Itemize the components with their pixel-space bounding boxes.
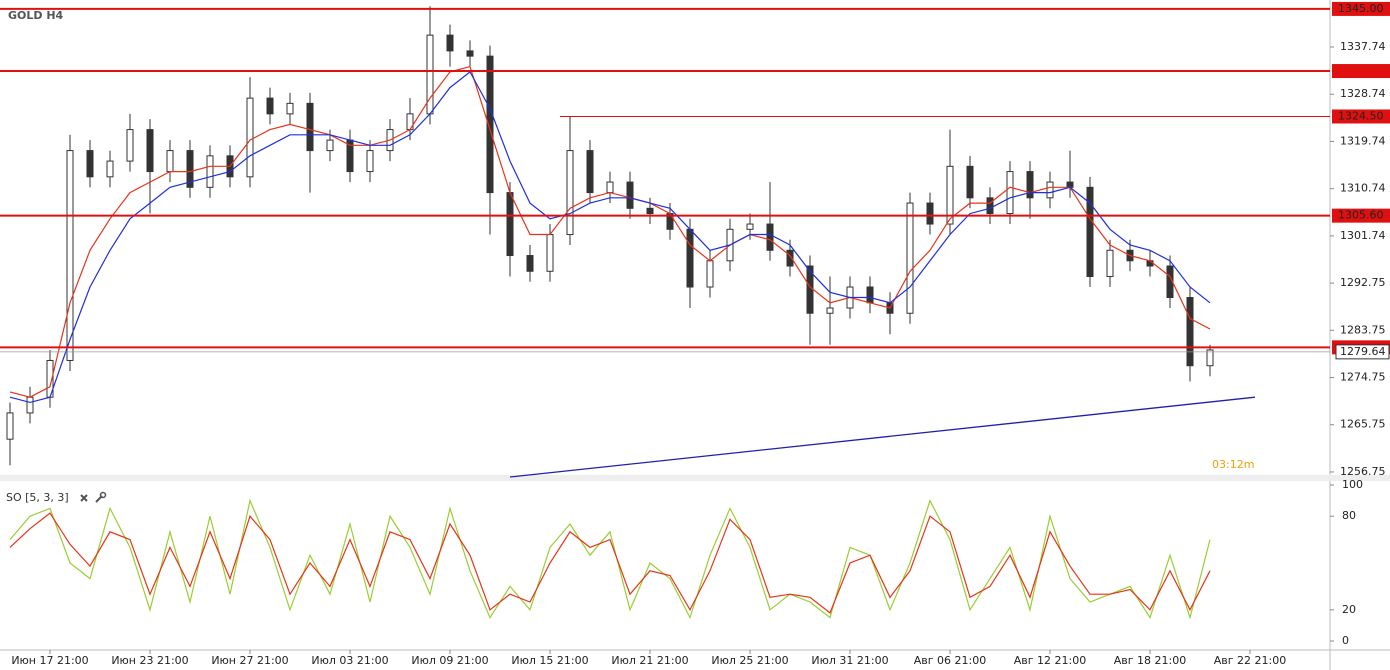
candle-body <box>946 165 954 225</box>
trend-line <box>509 396 1256 478</box>
x-tick-label: Июн 27 21:00 <box>211 654 288 667</box>
moving-average <box>9 70 1211 404</box>
candle-body <box>1106 249 1114 278</box>
y-tick-label: 0 <box>1342 634 1349 647</box>
candle-body <box>686 228 694 288</box>
level-label: 1305.60 <box>1338 209 1384 222</box>
y-tick-label: 100 <box>1342 478 1363 491</box>
candle-body <box>86 150 94 178</box>
level-label-box <box>1332 64 1390 79</box>
candle-body <box>486 55 494 194</box>
level-label-box <box>1332 1 1390 16</box>
x-tick-label: Июн 17 21:00 <box>11 654 88 667</box>
oscillator-line <box>9 512 1211 614</box>
candle-body <box>566 150 574 236</box>
candle-body <box>286 102 294 115</box>
candle-body <box>1206 349 1214 367</box>
candle-body <box>6 412 14 440</box>
candle-body <box>1186 297 1194 367</box>
indicator-close[interactable] <box>80 494 88 502</box>
candle-body <box>506 192 514 257</box>
y-tick-label: 1292.75 <box>1340 276 1386 289</box>
y-tick-label: 1319.74 <box>1340 134 1386 147</box>
y-tick-label: 1301.74 <box>1340 229 1386 242</box>
y-tick-label: 1256.75 <box>1340 465 1386 478</box>
candle-body <box>466 50 474 57</box>
candle-body <box>366 150 374 173</box>
candle-body <box>306 102 314 152</box>
candle-body <box>106 160 114 178</box>
candle-body <box>186 150 194 188</box>
level-label-box <box>1332 109 1390 124</box>
y-tick-label: 1337.74 <box>1340 40 1386 53</box>
x-tick-label: Авг 22 21:00 <box>1214 654 1286 667</box>
candle-body <box>606 181 614 194</box>
candle-body <box>526 255 534 272</box>
moving-average <box>9 65 1211 398</box>
candle-body <box>546 234 554 272</box>
candle-body <box>266 97 274 115</box>
candle-body <box>866 286 874 304</box>
level-label: 1324.50 <box>1338 109 1384 122</box>
level-label: 1345.00 <box>1338 2 1384 15</box>
candle-body <box>1066 181 1074 188</box>
x-tick-label: Авг 12 21:00 <box>1014 654 1086 667</box>
candle-body <box>246 97 254 178</box>
candle-body <box>66 150 74 361</box>
x-tick-label: Июл 15 21:00 <box>511 654 588 667</box>
candle-body <box>926 202 934 225</box>
candle-body <box>786 249 794 267</box>
y-tick-label: 1283.75 <box>1340 323 1386 336</box>
level-label-box <box>1332 208 1390 223</box>
candle-body <box>626 181 634 209</box>
x-tick-label: Июл 21 21:00 <box>611 654 688 667</box>
candle-body <box>1026 171 1034 199</box>
oscillator-line <box>9 498 1211 620</box>
panel-splitter[interactable] <box>0 475 1390 481</box>
candle-body <box>706 260 714 288</box>
chart-title: GOLD H4 <box>8 9 64 22</box>
candle-body <box>826 307 834 314</box>
x-tick-label: Июл 31 21:00 <box>811 654 888 667</box>
x-tick-label: Авг 06 21:00 <box>914 654 986 667</box>
y-tick-label: 1310.74 <box>1340 182 1386 195</box>
y-tick-label: 20 <box>1342 603 1356 616</box>
x-tick-label: Июл 25 21:00 <box>711 654 788 667</box>
candle-body <box>646 207 654 215</box>
y-tick-label: 1328.74 <box>1340 87 1386 100</box>
candle-body <box>166 150 174 173</box>
indicator-title: SO [5, 3, 3] <box>6 491 69 504</box>
y-tick-label: 1265.75 <box>1340 418 1386 431</box>
candle-body <box>446 34 454 52</box>
candle-body <box>326 139 334 152</box>
candle-body <box>1086 186 1094 278</box>
candle-body <box>1006 171 1014 215</box>
candle-body <box>1046 181 1054 199</box>
y-tick-label: 1274.75 <box>1340 371 1386 384</box>
x-tick-label: Июл 03 21:00 <box>311 654 388 667</box>
current-price-label: 1279.64 <box>1340 345 1386 358</box>
candle-body <box>146 129 154 173</box>
candle-body <box>26 396 34 414</box>
candle-body <box>766 223 774 251</box>
x-tick-label: Июн 23 21:00 <box>111 654 188 667</box>
current-price-box <box>1335 344 1390 360</box>
candle-body <box>206 155 214 188</box>
x-tick-label: Июл 09 21:00 <box>411 654 488 667</box>
y-tick-label: 80 <box>1342 509 1356 522</box>
bar-timer: 03:12m <box>1212 458 1254 471</box>
indicator-settings[interactable] <box>95 491 107 503</box>
candle-body <box>966 165 974 199</box>
candle-body <box>986 197 994 215</box>
candle-body <box>746 223 754 230</box>
candle-body <box>906 202 914 314</box>
candle-body <box>586 150 594 194</box>
x-tick-label: Авг 18 21:00 <box>1114 654 1186 667</box>
candle-body <box>126 129 134 162</box>
